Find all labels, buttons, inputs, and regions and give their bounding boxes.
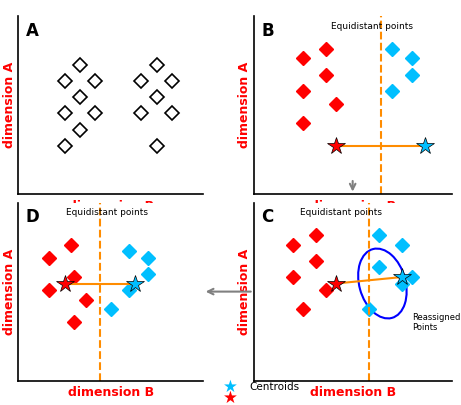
- Text: B: B: [261, 21, 274, 40]
- X-axis label: dimension B: dimension B: [310, 200, 396, 213]
- Text: ★: ★: [223, 378, 238, 396]
- X-axis label: dimension B: dimension B: [310, 386, 396, 399]
- Y-axis label: dimension A: dimension A: [238, 62, 251, 148]
- X-axis label: dimension B: dimension B: [68, 200, 154, 213]
- Text: Reassigned
Points: Reassigned Points: [412, 313, 461, 333]
- Text: Equidistant points: Equidistant points: [300, 208, 382, 217]
- Text: Equidistant points: Equidistant points: [66, 208, 148, 217]
- Y-axis label: dimension A: dimension A: [238, 249, 251, 335]
- Text: ★: ★: [223, 389, 238, 405]
- Y-axis label: dimension A: dimension A: [3, 249, 16, 335]
- Text: A: A: [26, 21, 39, 40]
- X-axis label: dimension B: dimension B: [68, 386, 154, 399]
- Text: Centroids: Centroids: [249, 382, 299, 392]
- Y-axis label: dimension A: dimension A: [3, 62, 16, 148]
- Text: D: D: [26, 208, 40, 226]
- Text: C: C: [261, 208, 274, 226]
- Text: Equidistant points: Equidistant points: [331, 21, 414, 30]
